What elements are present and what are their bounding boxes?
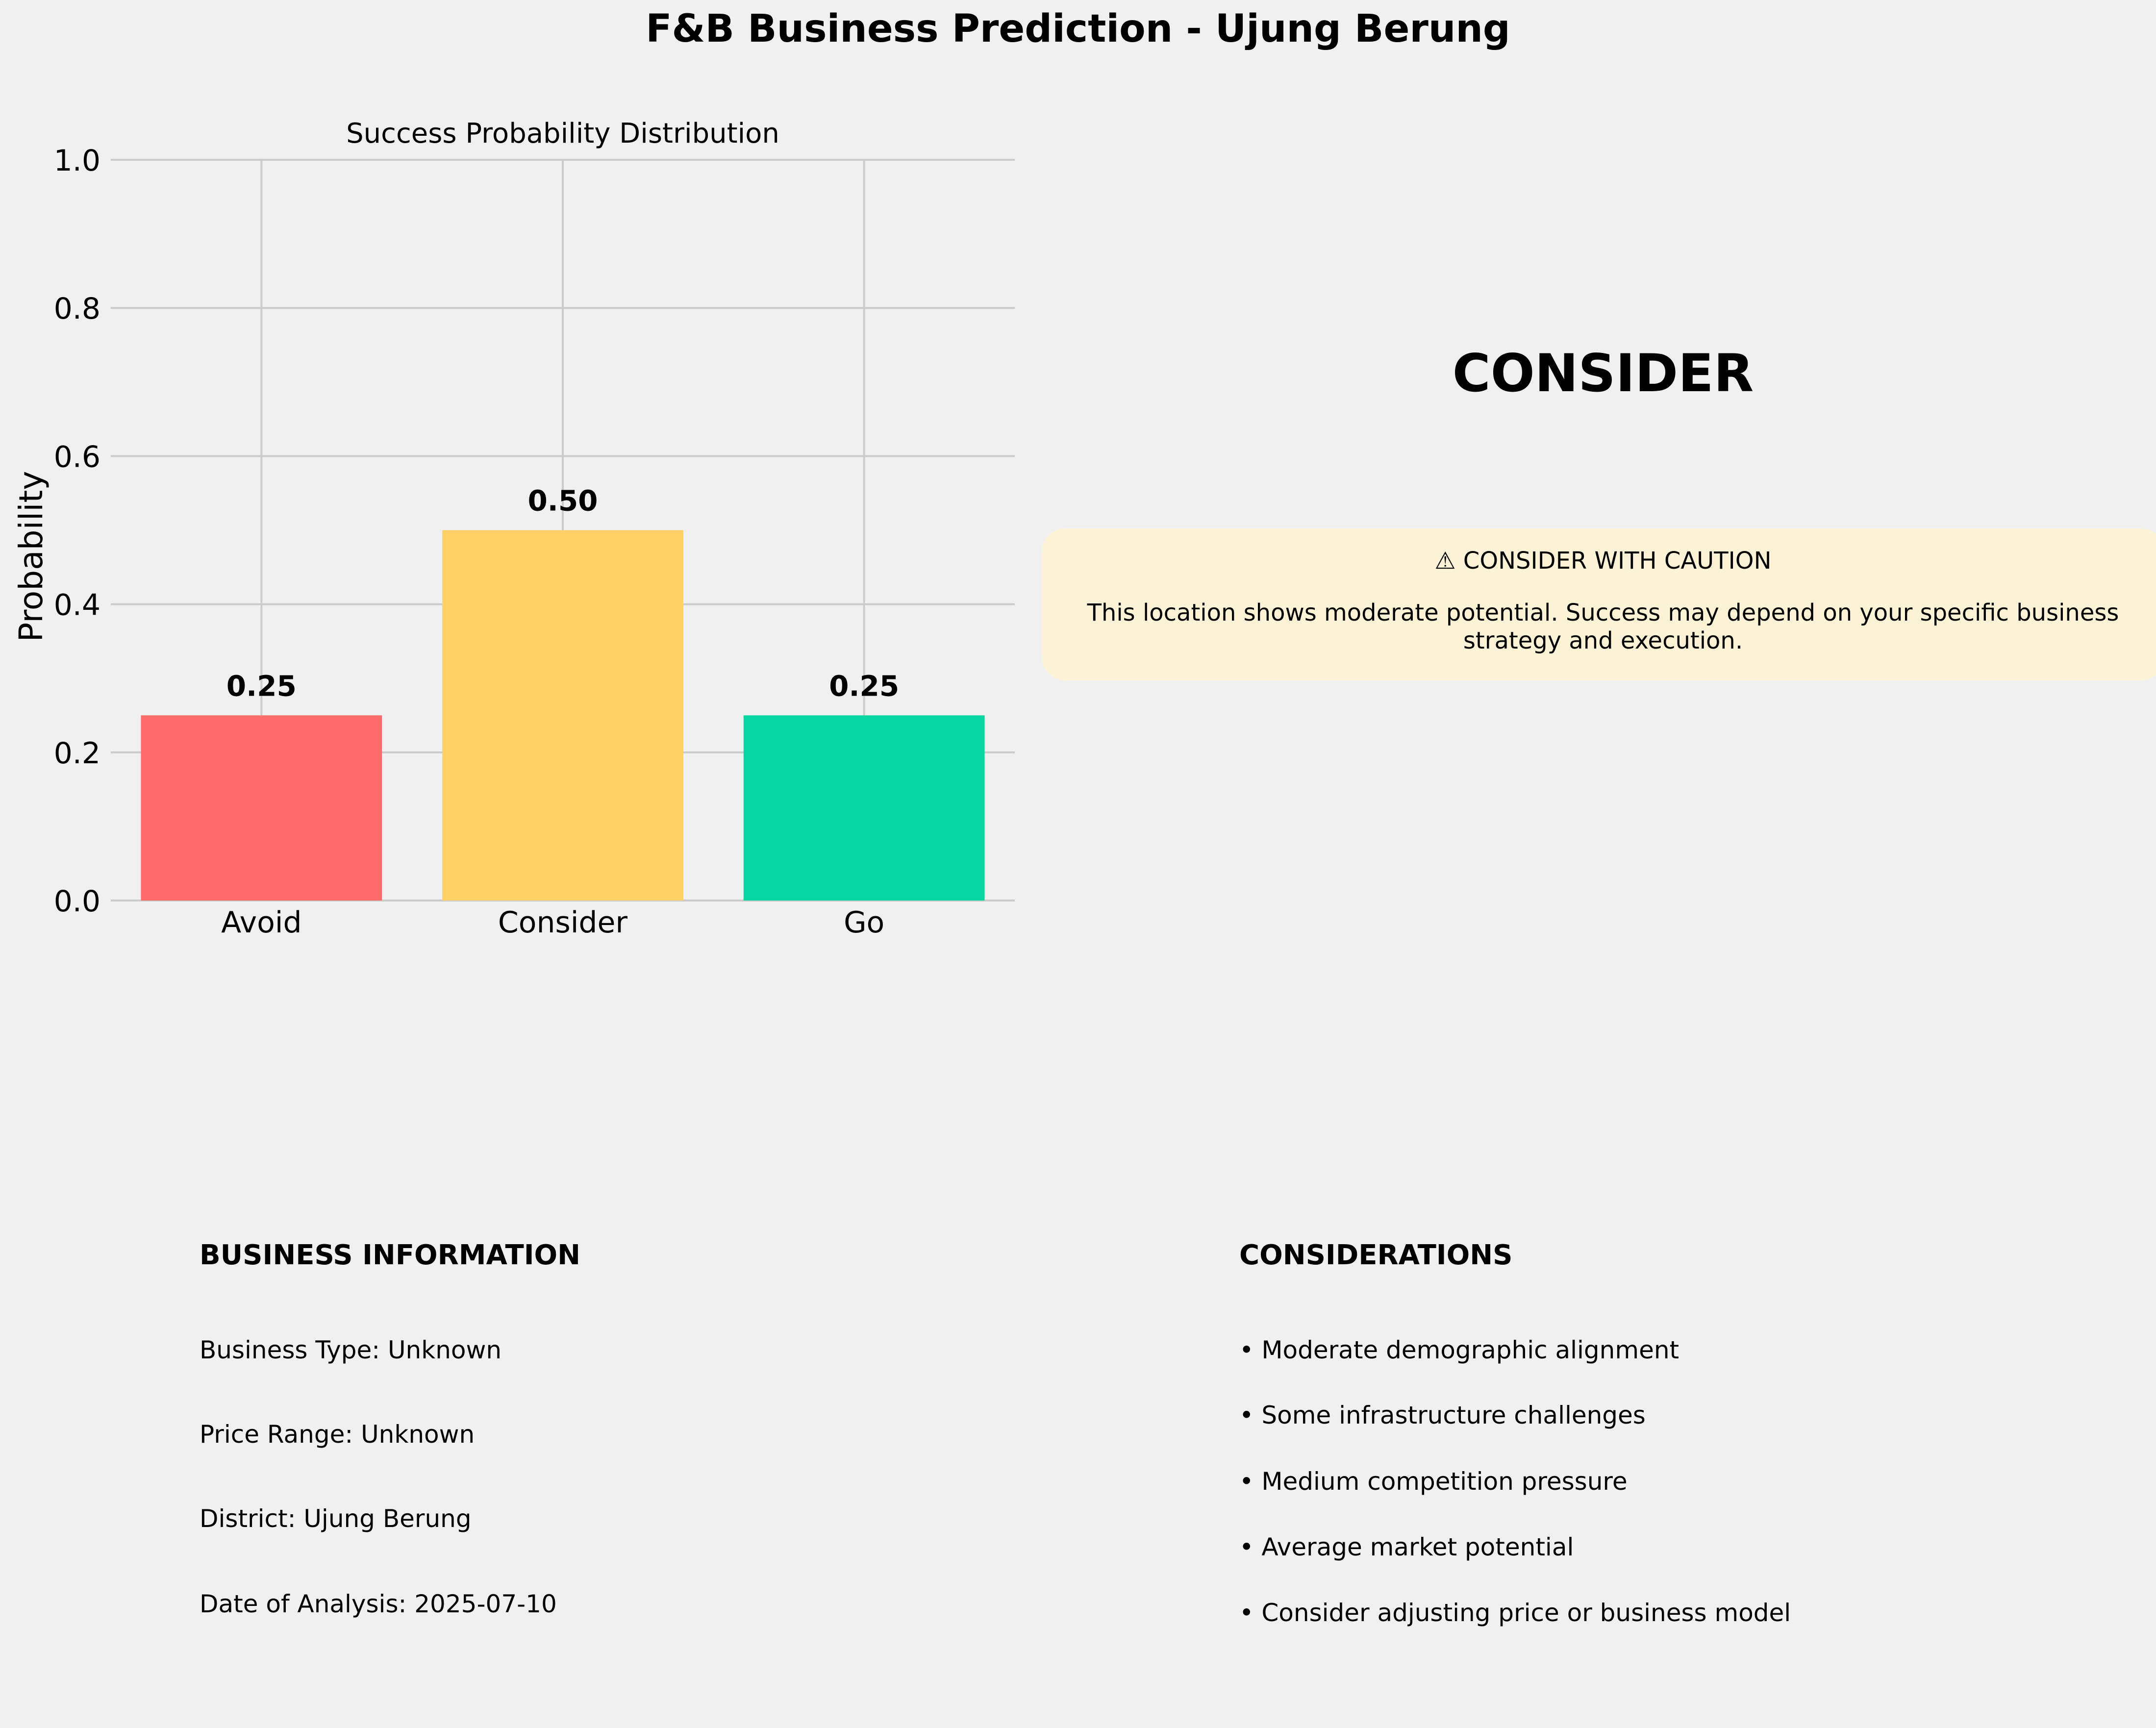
consideration-item: • Consider adjusting price or business m…	[1239, 1599, 1791, 1627]
y-axis-label: Probability	[12, 471, 50, 642]
consideration-item: • Moderate demographic alignment	[1239, 1336, 1680, 1364]
bars	[141, 530, 985, 901]
price-range-line: Price Range: Unknown	[200, 1420, 475, 1449]
x-tick-label: Consider	[498, 905, 628, 940]
bar-go	[743, 715, 985, 901]
bar-avoid	[141, 715, 382, 901]
x-tick-label: Avoid	[221, 905, 302, 940]
advice-heading: ⚠ CONSIDER WITH CAUTION	[1434, 547, 1772, 575]
y-tick-label: 0.8	[54, 292, 100, 326]
bar-consider	[442, 530, 683, 901]
y-tick-label: 1.0	[54, 144, 100, 178]
chart-title: Success Probability Distribution	[346, 118, 779, 150]
verdict-label: CONSIDER	[1452, 343, 1754, 403]
x-tick-label: Go	[844, 905, 884, 940]
advice-message: This location shows moderate potential. …	[1087, 599, 2119, 654]
business-info-heading: BUSINESS INFORMATION	[200, 1239, 580, 1271]
y-tick-label: 0.0	[54, 884, 100, 919]
considerations-heading: CONSIDERATIONS	[1239, 1239, 1513, 1271]
advice-box	[1042, 528, 2156, 680]
business-type-line: Business Type: Unknown	[200, 1336, 502, 1364]
bar-value-label: 0.50	[527, 484, 598, 518]
consideration-item: • Medium competition pressure	[1239, 1467, 1628, 1496]
bar-value-labels: 0.25 0.50 0.25	[226, 484, 899, 703]
consideration-item: • Average market potential	[1239, 1533, 1574, 1561]
figure-title: F&B Business Prediction - Ujung Berung	[646, 7, 1510, 51]
bar-value-label: 0.25	[226, 669, 297, 702]
y-tick-label: 0.4	[54, 588, 100, 623]
consideration-item: • Some infrastructure challenges	[1239, 1401, 1646, 1429]
y-tick-label: 0.6	[54, 440, 100, 474]
analysis-date-line: Date of Analysis: 2025-07-10	[200, 1590, 557, 1618]
bar-value-label: 0.25	[829, 669, 899, 702]
ticks: 0.0 0.2 0.4 0.6 0.8 1.0 Avoid Consider Go	[54, 144, 885, 940]
district-line: District: Ujung Berung	[200, 1504, 472, 1533]
y-tick-label: 0.2	[54, 736, 100, 771]
